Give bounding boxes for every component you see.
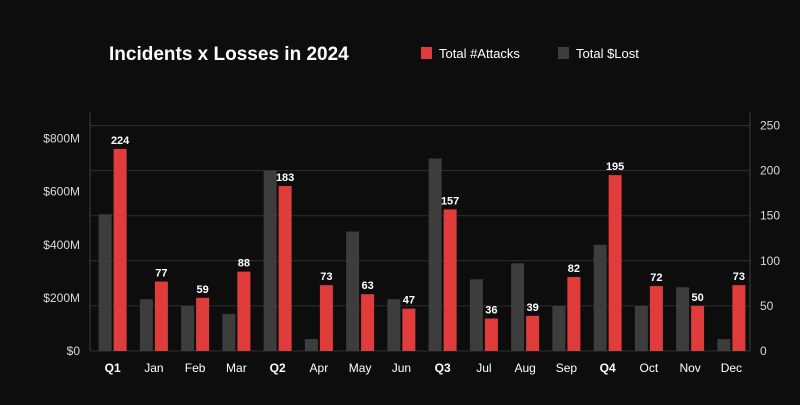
category-tick-label: Q1: [105, 361, 121, 375]
data-label-attacks: 183: [276, 172, 294, 184]
bar-total-lost: [222, 313, 236, 351]
bar-total-lost: [634, 305, 648, 351]
bar-total-lost: [717, 339, 731, 351]
left-axis-tick-label: $200M: [43, 291, 80, 305]
legend-swatch-attacks: [421, 47, 432, 59]
data-labels: 224 Q1 77 Jan 59 Feb 88 Mar 183 Q2 73 Apr 63 May 47 Jun…: [105, 135, 745, 375]
category-tick-label: Jan: [144, 361, 163, 375]
bar-total-attacks: [113, 148, 127, 351]
bar-total-lost: [676, 287, 690, 351]
chart-title: Incidents x Losses in 2024: [109, 44, 349, 65]
bar-total-lost: [346, 231, 360, 351]
data-label-attacks: 157: [441, 195, 459, 207]
data-label-attacks: 39: [527, 302, 539, 314]
category-tick-label: Sep: [556, 361, 578, 375]
bar-total-attacks: [237, 271, 251, 351]
bar-total-lost: [552, 305, 566, 351]
data-label-attacks: 224: [111, 135, 130, 147]
data-label-attacks: 50: [692, 292, 704, 304]
bar-total-lost: [139, 299, 153, 351]
bar-total-lost: [428, 158, 442, 351]
bar-total-attacks: [484, 318, 498, 351]
bar-total-lost: [593, 244, 607, 351]
category-tick-label: Jul: [476, 361, 491, 375]
bar-total-attacks: [278, 185, 292, 351]
data-label-attacks: 73: [733, 271, 745, 283]
bar-total-attacks: [526, 315, 540, 351]
category-tick-label: Q2: [270, 361, 286, 375]
bar-total-lost: [511, 263, 525, 351]
data-label-attacks: 88: [238, 258, 250, 270]
bar-total-attacks: [649, 286, 663, 351]
data-label-attacks: 72: [650, 272, 662, 284]
bar-total-attacks: [443, 209, 457, 351]
data-label-attacks: 59: [197, 284, 209, 296]
bar-total-lost: [263, 170, 277, 351]
left-axis-tick-label: $0: [67, 344, 81, 358]
data-label-attacks: 63: [362, 280, 374, 292]
category-tick-label: Mar: [226, 361, 247, 375]
data-label-attacks: 36: [485, 305, 497, 317]
category-tick-label: May: [349, 361, 372, 375]
left-axis-tick-label: $600M: [43, 185, 80, 199]
category-tick-label: Jun: [392, 361, 411, 375]
category-tick-label: Oct: [640, 361, 659, 375]
category-tick-label: Dec: [721, 361, 742, 375]
category-tick-label: Feb: [185, 361, 206, 375]
bar-total-attacks: [196, 297, 210, 351]
category-tick-label: Q4: [600, 361, 616, 375]
bar-total-lost: [181, 305, 195, 351]
category-tick-label: Aug: [514, 361, 535, 375]
bar-total-attacks: [154, 281, 168, 351]
right-axis-tick-label: 150: [760, 209, 780, 223]
bar-total-attacks: [319, 285, 333, 351]
bar-total-attacks: [691, 305, 705, 351]
data-label-attacks: 77: [155, 268, 167, 280]
right-axis-tick-label: 250: [760, 119, 780, 133]
legend-label-attacks: Total #Attacks: [439, 46, 520, 61]
legend-swatch-lost: [558, 47, 569, 59]
data-label-attacks: 195: [606, 161, 624, 173]
category-tick-label: Q3: [435, 361, 451, 375]
right-axis-tick-label: 0: [760, 344, 767, 358]
bars: [98, 148, 746, 351]
data-label-attacks: 73: [320, 271, 332, 283]
category-tick-label: Nov: [679, 361, 700, 375]
bar-total-attacks: [402, 308, 416, 351]
bar-total-attacks: [608, 175, 622, 351]
right-axis-tick-label: 100: [760, 254, 780, 268]
data-label-attacks: 47: [403, 295, 415, 307]
legend-label-lost: Total $Lost: [576, 46, 639, 61]
bar-total-lost: [387, 299, 401, 351]
bar-total-lost: [304, 339, 318, 351]
bar-total-attacks: [361, 294, 375, 351]
left-axis-tick-label: $400M: [43, 238, 80, 252]
axes: 0 50 100 150 200 250 $0 $200M $400M $600M $800M: [43, 112, 780, 358]
right-axis-tick-label: 50: [760, 299, 774, 313]
bar-total-attacks: [567, 277, 581, 351]
bar-total-attacks: [732, 285, 746, 351]
right-axis-tick-label: 200: [760, 164, 780, 178]
left-axis-tick-label: $800M: [43, 132, 80, 146]
category-tick-label: Apr: [310, 361, 329, 375]
bar-total-lost: [469, 279, 483, 351]
bar-total-lost: [98, 214, 112, 351]
data-label-attacks: 82: [568, 263, 580, 275]
